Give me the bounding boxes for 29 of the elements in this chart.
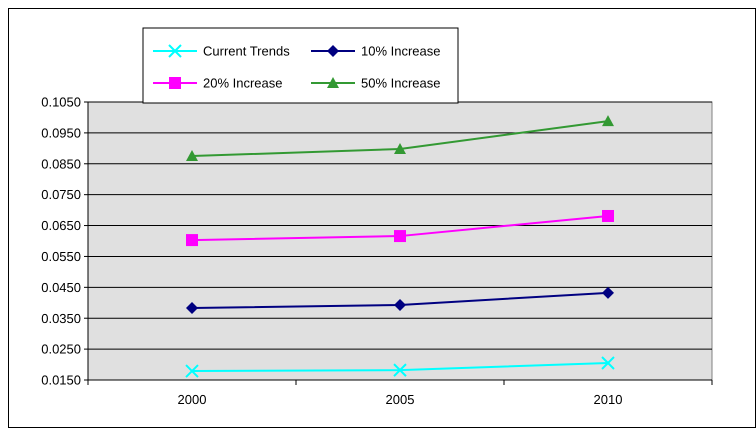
y-tick-label: 0.0350 bbox=[41, 310, 81, 326]
x-tick-label: 2005 bbox=[386, 392, 414, 407]
x-tick-label: 2010 bbox=[594, 392, 622, 407]
point bbox=[186, 234, 198, 246]
y-tick-label: 0.0850 bbox=[41, 156, 81, 172]
y-tick-label: 0.0950 bbox=[41, 125, 81, 140]
y-tick-label: 0.0550 bbox=[41, 248, 81, 264]
y-tick-label: 0.0250 bbox=[41, 342, 81, 357]
point bbox=[602, 115, 614, 126]
point bbox=[186, 150, 198, 162]
point bbox=[185, 364, 199, 378]
legend-label: 20% Increase bbox=[203, 76, 282, 91]
y-tick-label: 0.0450 bbox=[41, 280, 81, 295]
point bbox=[394, 230, 406, 242]
y-tick-label: 0.0750 bbox=[41, 187, 81, 202]
y-tick-label: 0.0150 bbox=[41, 372, 81, 388]
x-tick-label: 2000 bbox=[178, 392, 206, 407]
point bbox=[394, 298, 406, 311]
point bbox=[602, 210, 614, 222]
point bbox=[601, 356, 615, 370]
point bbox=[393, 363, 407, 378]
point bbox=[394, 142, 406, 154]
y-tick-label: 0.1050 bbox=[41, 94, 81, 110]
y-tick-label: 0.0650 bbox=[41, 218, 81, 234]
legend-label: 10% Increase bbox=[361, 44, 440, 59]
legend-label: 50% Increase bbox=[361, 76, 440, 91]
legend-label: Current Trends bbox=[203, 44, 290, 59]
point bbox=[186, 302, 198, 314]
point bbox=[602, 286, 614, 299]
